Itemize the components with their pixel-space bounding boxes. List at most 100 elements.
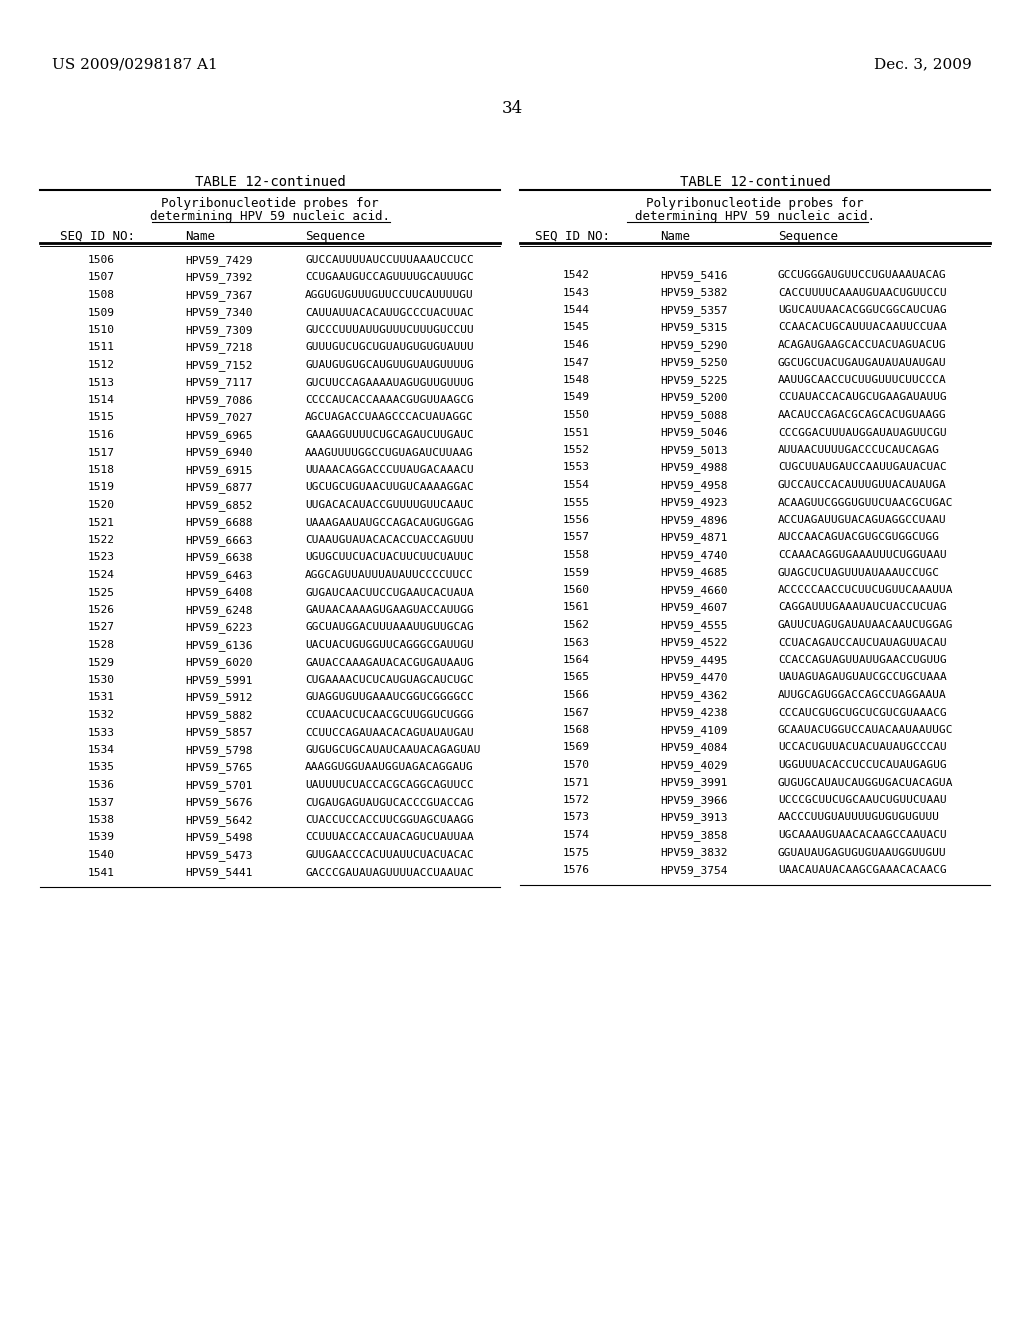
Text: AUUGCAGUGGACCAGCCUAGGAAUA: AUUGCAGUGGACCAGCCUAGGAAUA <box>778 690 947 700</box>
Text: 1526: 1526 <box>88 605 115 615</box>
Text: CCUAACUCUCAACGCUUGGUCUGGG: CCUAACUCUCAACGCUUGGUCUGGG <box>305 710 474 719</box>
Text: HPV59_6965: HPV59_6965 <box>185 430 253 441</box>
Text: HPV59_6408: HPV59_6408 <box>185 587 253 598</box>
Text: 1567: 1567 <box>563 708 590 718</box>
Text: HPV59_6248: HPV59_6248 <box>185 605 253 616</box>
Text: 1535: 1535 <box>88 763 115 772</box>
Text: UAUUUUCUACCACGCAGGCAGUUCC: UAUUUUCUACCACGCAGGCAGUUCC <box>305 780 474 789</box>
Text: 1543: 1543 <box>563 288 590 297</box>
Text: HPV59_3754: HPV59_3754 <box>660 865 727 876</box>
Text: GGCUAUGGACUUUAAAUUGUUGCAG: GGCUAUGGACUUUAAAUUGUUGCAG <box>305 623 474 632</box>
Text: CUGAUGAGUAUGUCACCCGUACCAG: CUGAUGAGUAUGUCACCCGUACCAG <box>305 797 474 808</box>
Text: HPV59_4109: HPV59_4109 <box>660 725 727 737</box>
Text: GUGUGCUGCAUAUCAAUACAGAGUAU: GUGUGCUGCAUAUCAAUACAGAGUAU <box>305 744 480 755</box>
Text: Sequence: Sequence <box>778 230 838 243</box>
Text: 1524: 1524 <box>88 570 115 579</box>
Text: 1546: 1546 <box>563 341 590 350</box>
Text: HPV59_5013: HPV59_5013 <box>660 445 727 455</box>
Text: HPV59_7152: HPV59_7152 <box>185 360 253 371</box>
Text: 1520: 1520 <box>88 500 115 510</box>
Text: 1519: 1519 <box>88 483 115 492</box>
Text: HPV59_6020: HPV59_6020 <box>185 657 253 668</box>
Text: ACCUAGAUUGUACAGUAGGCCUAAU: ACCUAGAUUGUACAGUAGGCCUAAU <box>778 515 947 525</box>
Text: HPV59_6688: HPV59_6688 <box>185 517 253 528</box>
Text: 1537: 1537 <box>88 797 115 808</box>
Text: TABLE 12-continued: TABLE 12-continued <box>195 176 345 189</box>
Text: HPV59_6940: HPV59_6940 <box>185 447 253 458</box>
Text: HPV59_3832: HPV59_3832 <box>660 847 727 858</box>
Text: HPV59_6638: HPV59_6638 <box>185 553 253 564</box>
Text: CCCCAUCACCAAAACGUGUUAAGCG: CCCCAUCACCAAAACGUGUUAAGCG <box>305 395 474 405</box>
Text: HPV59_5357: HPV59_5357 <box>660 305 727 315</box>
Text: HPV59_7027: HPV59_7027 <box>185 412 253 424</box>
Text: UCCACUGUUACUACUAUAUGCCCAU: UCCACUGUUACUACUAUAUGCCCAU <box>778 742 947 752</box>
Text: Polyribonucleotide probes for: Polyribonucleotide probes for <box>161 197 379 210</box>
Text: 1561: 1561 <box>563 602 590 612</box>
Text: 1553: 1553 <box>563 462 590 473</box>
Text: UGCAAAUGUAACACAAGCCAAUACU: UGCAAAUGUAACACAAGCCAAUACU <box>778 830 947 840</box>
Text: US 2009/0298187 A1: US 2009/0298187 A1 <box>52 57 218 71</box>
Text: AAAGGUGGUAAUGGUAGACAGGAUG: AAAGGUGGUAAUGGUAGACAGGAUG <box>305 763 474 772</box>
Text: 1562: 1562 <box>563 620 590 630</box>
Text: 1523: 1523 <box>88 553 115 562</box>
Text: 1571: 1571 <box>563 777 590 788</box>
Text: HPV59_5991: HPV59_5991 <box>185 675 253 686</box>
Text: HPV59_3991: HPV59_3991 <box>660 777 727 788</box>
Text: HPV59_4871: HPV59_4871 <box>660 532 727 544</box>
Text: CCUUUACCACCAUACAGUCUAUUAA: CCUUUACCACCAUACAGUCUAUUAA <box>305 833 474 842</box>
Text: 1540: 1540 <box>88 850 115 861</box>
Text: 1507: 1507 <box>88 272 115 282</box>
Text: HPV59_7309: HPV59_7309 <box>185 325 253 335</box>
Text: Polyribonucleotide probes for: Polyribonucleotide probes for <box>646 197 864 210</box>
Text: 1570: 1570 <box>563 760 590 770</box>
Text: HPV59_4238: HPV59_4238 <box>660 708 727 718</box>
Text: 1544: 1544 <box>563 305 590 315</box>
Text: HPV59_4660: HPV59_4660 <box>660 585 727 595</box>
Text: 1556: 1556 <box>563 515 590 525</box>
Text: 1531: 1531 <box>88 693 115 702</box>
Text: CUGAAAACUCUCAUGUAGCAUCUGC: CUGAAAACUCUCAUGUAGCAUCUGC <box>305 675 474 685</box>
Text: 1566: 1566 <box>563 690 590 700</box>
Text: 1534: 1534 <box>88 744 115 755</box>
Text: HPV59_4685: HPV59_4685 <box>660 568 727 578</box>
Text: HPV59_4522: HPV59_4522 <box>660 638 727 648</box>
Text: 1563: 1563 <box>563 638 590 648</box>
Text: UGCUGCUGUAACUUGUCAAAAGGAC: UGCUGCUGUAACUUGUCAAAAGGAC <box>305 483 474 492</box>
Text: CCUAUACCACAUGCUGAAGAUAUUG: CCUAUACCACAUGCUGAAGAUAUUG <box>778 392 947 403</box>
Text: HPV59_6223: HPV59_6223 <box>185 623 253 634</box>
Text: UCCCGCUUCUGCAAUCUGUUCUAAU: UCCCGCUUCUGCAAUCUGUUCUAAU <box>778 795 947 805</box>
Text: CAUUAUUACACAUUGCCCUACUUAC: CAUUAUUACACAUUGCCCUACUUAC <box>305 308 474 318</box>
Text: ACCCCCAACCUCUUCUGUUCAAAUUA: ACCCCCAACCUCUUCUGUUCAAAUUA <box>778 585 953 595</box>
Text: GAUUCUAGUGAUAUAACAAUCUGGAG: GAUUCUAGUGAUAUAACAAUCUGGAG <box>778 620 953 630</box>
Text: 1522: 1522 <box>88 535 115 545</box>
Text: HPV59_4362: HPV59_4362 <box>660 690 727 701</box>
Text: 1538: 1538 <box>88 814 115 825</box>
Text: 1552: 1552 <box>563 445 590 455</box>
Text: AGGUGUGUUUGUUCCUUCAUUUUGU: AGGUGUGUUUGUUCCUUCAUUUUGU <box>305 290 474 300</box>
Text: 1548: 1548 <box>563 375 590 385</box>
Text: GAUACCAAAGAUACACGUGAUAAUG: GAUACCAAAGAUACACGUGAUAAUG <box>305 657 474 668</box>
Text: 1512: 1512 <box>88 360 115 370</box>
Text: UAUAGUAGAUGUAUCGCCUGCUAAA: UAUAGUAGAUGUAUCGCCUGCUAAA <box>778 672 947 682</box>
Text: Dec. 3, 2009: Dec. 3, 2009 <box>874 57 972 71</box>
Text: GUAGCUCUAGUUUAUAAAUCCUGC: GUAGCUCUAGUUUAUAAAUCCUGC <box>778 568 940 578</box>
Text: HPV59_7117: HPV59_7117 <box>185 378 253 388</box>
Text: HPV59_4555: HPV59_4555 <box>660 620 727 631</box>
Text: AAAGUUUUGGCCUGUAGAUCUUAAG: AAAGUUUUGGCCUGUAGAUCUUAAG <box>305 447 474 458</box>
Text: 1576: 1576 <box>563 865 590 875</box>
Text: HPV59_5642: HPV59_5642 <box>185 814 253 826</box>
Text: SEQ ID NO:: SEQ ID NO: <box>535 230 610 243</box>
Text: GAAAGGUUUUCUGCAGAUCUUGAUC: GAAAGGUUUUCUGCAGAUCUUGAUC <box>305 430 474 440</box>
Text: 1539: 1539 <box>88 833 115 842</box>
Text: GUCCAUCCACAUUUGUUACAUAUGA: GUCCAUCCACAUUUGUUACAUAUGA <box>778 480 947 490</box>
Text: 1555: 1555 <box>563 498 590 507</box>
Text: CUGCUUAUGAUCCAAUUGAUACUAC: CUGCUUAUGAUCCAAUUGAUACUAC <box>778 462 947 473</box>
Text: 1521: 1521 <box>88 517 115 528</box>
Text: GGUAUAUGAGUGUGUAAUGGUUGUU: GGUAUAUGAGUGUGUAAUGGUUGUU <box>778 847 947 858</box>
Text: TABLE 12-continued: TABLE 12-continued <box>680 176 830 189</box>
Text: CCCGGACUUUAUGGAUAUAGUUCGU: CCCGGACUUUAUGGAUAUAGUUCGU <box>778 428 947 437</box>
Text: CCAAACAGGUGAAAUUUCUGGUAAU: CCAAACAGGUGAAAUUUCUGGUAAU <box>778 550 947 560</box>
Text: CCCAUCGUGCUGCUCGUCGUAAACG: CCCAUCGUGCUGCUCGUCGUAAACG <box>778 708 947 718</box>
Text: HPV59_4923: HPV59_4923 <box>660 498 727 508</box>
Text: HPV59_7367: HPV59_7367 <box>185 290 253 301</box>
